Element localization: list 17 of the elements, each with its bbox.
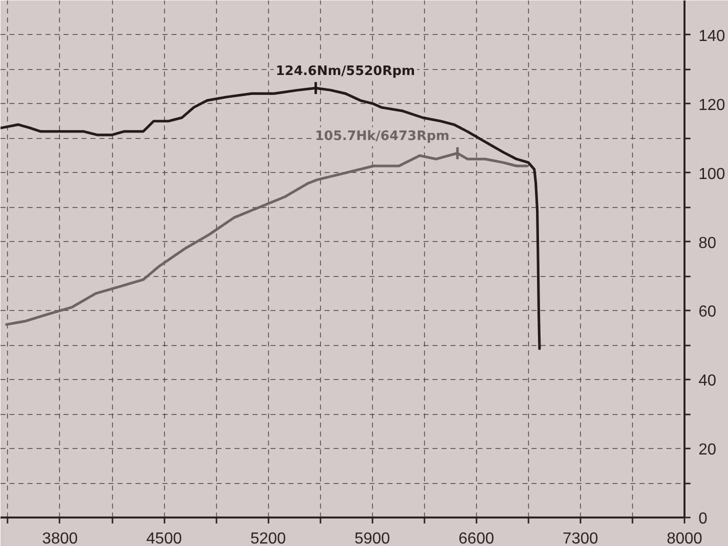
x-tick-label: 3800 [42, 530, 78, 546]
y-tick-label: 40 [698, 372, 716, 390]
y-tick-label: 60 [698, 304, 716, 321]
x-tick-label: 6600 [458, 530, 494, 546]
y-tick-label: 80 [698, 234, 716, 252]
y-tick-label: 140 [698, 28, 726, 45]
y-tick-label: 120 [698, 96, 726, 114]
x-tick-label: 4500 [146, 530, 182, 546]
x-tick-label: 8000 [666, 530, 702, 546]
x-tick-label: 5200 [250, 530, 286, 546]
x-tick-label: 7300 [562, 530, 598, 546]
y-tick-label: 100 [698, 166, 726, 183]
y-tick-label: 20 [698, 442, 716, 459]
annotation: 105.7Hk/6473Rpm [315, 129, 450, 144]
annotation: 124.6Nm/5520Rpm [276, 64, 416, 80]
y-tick-label: 0 [698, 510, 708, 528]
x-tick-label: 5900 [354, 530, 390, 546]
